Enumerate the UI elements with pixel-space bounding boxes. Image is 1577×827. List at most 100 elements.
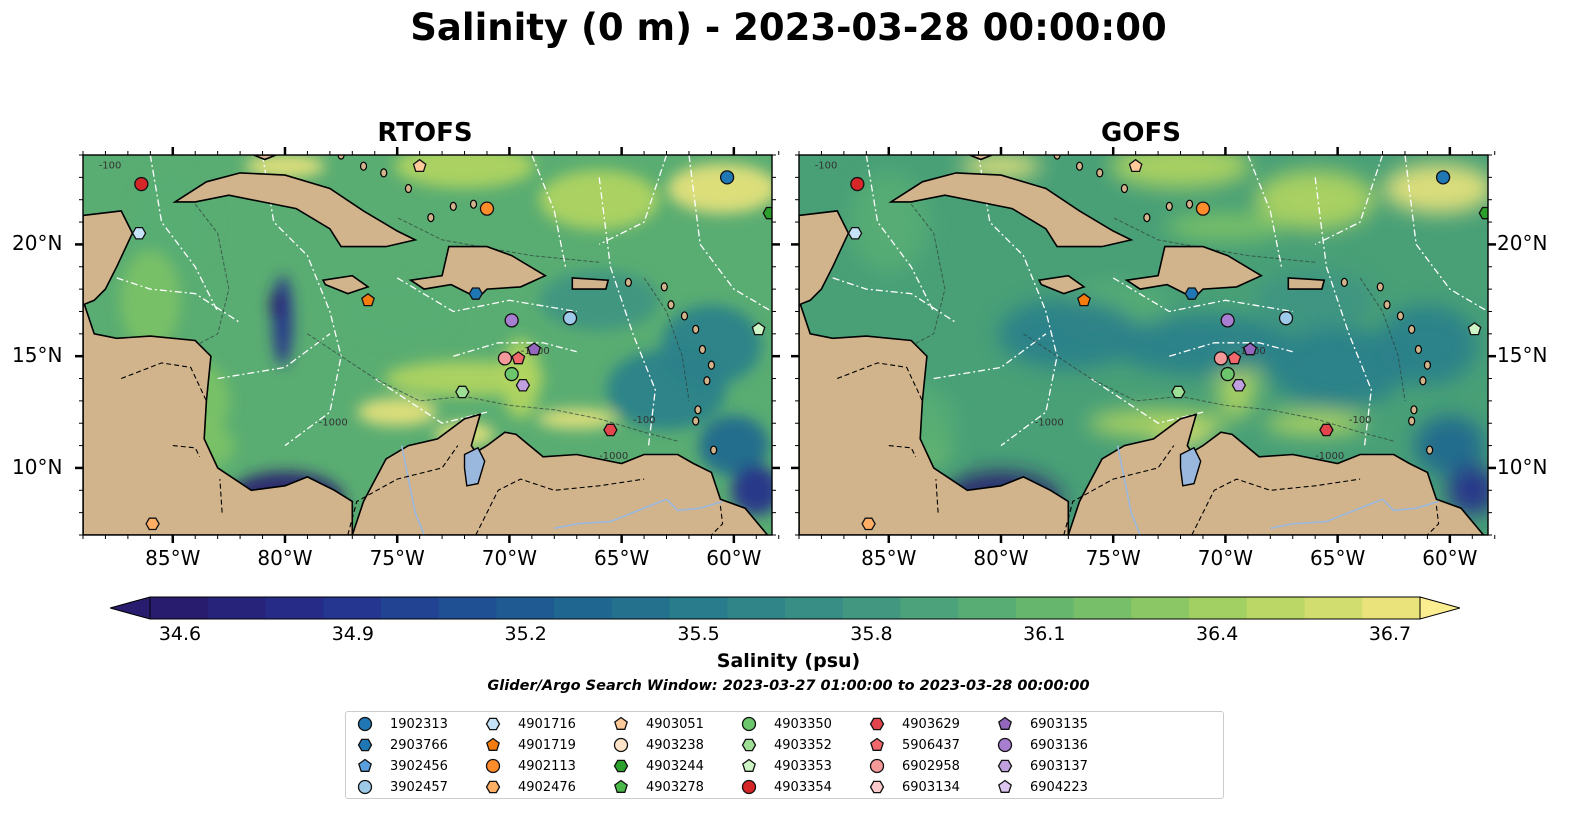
legend-item-4903244: 4903244	[610, 756, 704, 776]
legend-label: 4902476	[518, 779, 576, 795]
float-marker-4903244[interactable]	[762, 206, 776, 220]
legend-item-4902113: 4902113	[482, 756, 576, 776]
float-marker-4901716[interactable]	[131, 226, 147, 240]
colorbar-segment	[1246, 597, 1306, 619]
legend-marker-3902457[interactable]	[357, 779, 373, 795]
small-island	[337, 155, 345, 160]
legend-marker-3902456[interactable]	[358, 758, 372, 772]
bathymetry-contour	[643, 277, 690, 401]
float-marker-4903350[interactable]	[504, 366, 519, 382]
float-marker-1902313[interactable]	[719, 170, 735, 185]
float-marker-4903350[interactable]	[1220, 366, 1235, 382]
river-line	[1381, 498, 1439, 512]
legend-marker-4903629[interactable]	[869, 717, 885, 731]
float-marker-4901719[interactable]	[361, 292, 375, 307]
float-marker-4903629[interactable]	[603, 423, 618, 437]
small-island	[1185, 199, 1194, 209]
eez-boundary-line	[598, 177, 656, 446]
float-marker-6903136[interactable]	[504, 313, 519, 328]
float-marker-4902476[interactable]	[861, 517, 876, 531]
float-marker-4903354[interactable]	[850, 176, 865, 192]
land-jamaica	[321, 274, 370, 295]
legend-label: 4901716	[518, 716, 576, 732]
small-island	[1120, 183, 1129, 194]
float-marker-3902457[interactable]	[1278, 311, 1294, 326]
legend-item-6904223: 6904223	[994, 777, 1088, 797]
colorbar-segment	[611, 597, 671, 619]
float-marker-4903244[interactable]	[1478, 206, 1492, 220]
legend-marker-4903353[interactable]	[742, 758, 756, 772]
legend-marker-6904223[interactable]	[998, 779, 1012, 793]
float-marker-5906437[interactable]	[1227, 351, 1242, 365]
legend-marker-4902113[interactable]	[485, 758, 501, 774]
float-marker-6903135[interactable]	[527, 342, 542, 356]
map-panel-gofs[interactable]: -100-1000-1000-100-1000	[791, 147, 1496, 543]
longitude-tick-label: 70°W	[1197, 546, 1254, 570]
legend-marker-4903350[interactable]	[741, 716, 757, 732]
float-marker-4903352[interactable]	[1171, 385, 1186, 399]
float-marker-4903051[interactable]	[412, 158, 427, 173]
longitude-tick-label: 80°W	[973, 546, 1029, 570]
legend-marker-1902313[interactable]	[357, 716, 373, 732]
small-island	[707, 360, 716, 370]
float-marker-4903629[interactable]	[1319, 423, 1334, 437]
land-southamerica	[351, 413, 769, 535]
eez-boundary-line	[1090, 377, 1204, 424]
legend-marker-5906437[interactable]	[870, 737, 884, 751]
legend-marker-4903244[interactable]	[613, 759, 629, 773]
small-island	[1414, 344, 1423, 355]
figure-title: Salinity (0 m) - 2023-03-28 00:00:00	[410, 6, 1167, 49]
map-panel-rtofs[interactable]: -100-1000-1000-100-1000	[75, 147, 780, 543]
land-jamaica	[1037, 274, 1086, 295]
longitude-tick-label: 70°W	[481, 546, 538, 570]
float-marker-4902476[interactable]	[145, 517, 160, 531]
legend-marker-4902476[interactable]	[485, 780, 501, 794]
legend-marker-4903238[interactable]	[613, 737, 629, 753]
colorbar-segment	[150, 597, 209, 619]
float-marker-4903353[interactable]	[751, 322, 766, 336]
float-marker-6902958[interactable]	[497, 351, 513, 366]
float-marker-6903135[interactable]	[1243, 342, 1258, 356]
float-marker-6903136[interactable]	[1220, 313, 1235, 328]
legend-marker-6903134[interactable]	[869, 780, 885, 794]
eez-boundary-line	[261, 155, 342, 447]
legend-marker-6903136[interactable]	[997, 737, 1013, 753]
legend-marker-6903137[interactable]	[997, 759, 1013, 773]
legend-marker-4903278[interactable]	[614, 779, 628, 793]
legend-label: 1902313	[390, 716, 448, 732]
float-marker-4903353[interactable]	[1467, 322, 1482, 336]
float-marker-2903766[interactable]	[468, 287, 484, 300]
legend-marker-4903352[interactable]	[741, 738, 757, 752]
float-marker-4902113[interactable]	[1195, 201, 1211, 216]
legend-marker-4901716[interactable]	[485, 717, 501, 731]
eez-boundary-line	[977, 155, 1058, 447]
float-marker-6903137[interactable]	[1231, 378, 1247, 392]
legend-item-1902313: 1902313	[354, 714, 448, 734]
legend-label: 4903278	[646, 779, 704, 795]
float-marker-4902113[interactable]	[479, 201, 495, 216]
legend-item-4903629: 4903629	[866, 714, 960, 734]
country-border	[347, 445, 459, 535]
legend-marker-4901719[interactable]	[486, 737, 500, 751]
float-marker-1902313[interactable]	[1435, 170, 1451, 185]
float-marker-4903051[interactable]	[1128, 158, 1143, 173]
small-island	[703, 376, 711, 386]
legend-marker-6902958[interactable]	[869, 758, 885, 774]
land-centralEast	[83, 300, 354, 535]
float-marker-3902457[interactable]	[562, 311, 578, 326]
float-marker-5906437[interactable]	[511, 351, 526, 365]
lake-maracaibo	[1179, 446, 1202, 487]
float-marker-4903352[interactable]	[455, 385, 470, 399]
float-marker-4901716[interactable]	[847, 226, 863, 240]
float-marker-4903354[interactable]	[134, 176, 149, 192]
legend-marker-4903051[interactable]	[614, 716, 628, 730]
float-marker-6903137[interactable]	[515, 378, 531, 392]
land-florida	[253, 155, 277, 161]
float-marker-4901719[interactable]	[1077, 292, 1091, 307]
float-marker-2903766[interactable]	[1184, 287, 1200, 300]
legend-marker-2903766[interactable]	[357, 738, 373, 752]
small-island	[680, 311, 689, 321]
legend-marker-6903135[interactable]	[998, 716, 1012, 730]
float-marker-6902958[interactable]	[1213, 351, 1229, 366]
legend-marker-4903354[interactable]	[741, 779, 757, 795]
